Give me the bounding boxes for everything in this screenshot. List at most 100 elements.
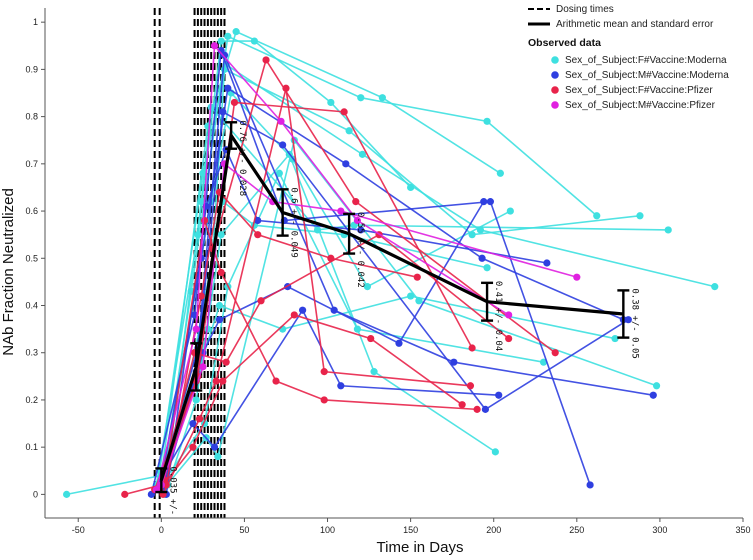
data-point-sex-of-subject-m-vaccine-pfizer [353,216,362,225]
data-point-sex-of-subject-f-vaccine-moderna [483,117,491,125]
x-tick-label: 300 [652,525,667,535]
data-point-sex-of-subject-f-vaccine-moderna [250,37,258,45]
data-point-sex-of-subject-f-vaccine-pfizer [468,344,476,352]
y-tick-label: 0.8 [25,112,38,122]
x-tick-label: 0 [159,525,164,535]
data-point-sex-of-subject-f-vaccine-pfizer [219,377,227,385]
data-point-sex-of-subject-m-vaccine-moderna [543,259,551,267]
data-point-sex-of-subject-m-vaccine-pfizer [505,311,513,319]
data-point-sex-of-subject-m-vaccine-moderna [649,391,657,399]
y-axis-title: NAb Fraction Neutralized [0,188,17,356]
data-point-sex-of-subject-m-vaccine-moderna [254,216,262,225]
data-point-sex-of-subject-f-vaccine-moderna [636,212,644,220]
data-point-sex-of-subject-f-vaccine-pfizer [189,443,197,451]
data-point-sex-of-subject-f-vaccine-pfizer [327,254,335,262]
data-point-sex-of-subject-f-vaccine-moderna [199,169,207,177]
data-point-sex-of-subject-f-vaccine-moderna [370,368,378,376]
legend-label-m-moderna: Sex_of_Subject:M#Vaccine:Moderna [565,70,729,81]
x-tick-label: -50 [72,525,85,535]
y-tick-label: 0.9 [25,64,38,74]
y-tick-label: 0 [33,489,38,499]
data-point-sex-of-subject-f-vaccine-moderna [358,150,367,158]
data-point-sex-of-subject-m-vaccine-moderna [279,141,287,149]
data-point-sex-of-subject-f-vaccine-pfizer [212,377,220,385]
data-point-sex-of-subject-m-vaccine-moderna [210,443,219,451]
data-point-sex-of-subject-m-vaccine-pfizer [337,207,345,215]
data-point-sex-of-subject-f-vaccine-moderna [652,382,661,390]
data-point-sex-of-subject-f-vaccine-moderna [214,453,222,461]
data-point-sex-of-subject-m-vaccine-pfizer [573,273,581,281]
data-point-sex-of-subject-f-vaccine-pfizer [257,297,265,305]
legend-label-f-moderna: Sex_of_Subject:F#Vaccine:Moderna [565,55,727,66]
data-point-sex-of-subject-f-vaccine-pfizer [551,349,559,357]
series-line-sex-of-subject-f-vaccine-pfizer [159,314,463,491]
data-point-sex-of-subject-m-vaccine-moderna [395,339,403,347]
data-point-sex-of-subject-f-vaccine-moderna [539,358,548,366]
error-bar-label: 0.38 +/- 0.05 [629,288,639,358]
data-point-sex-of-subject-f-vaccine-moderna [232,28,240,36]
legend-dosing-label: Dosing times [556,4,614,15]
data-point-sex-of-subject-f-vaccine-pfizer [367,334,375,343]
data-point-sex-of-subject-m-vaccine-moderna [189,419,197,428]
y-tick-label: 0.7 [25,159,38,169]
legend-label-m-pfizer: Sex_of_Subject:M#Vaccine:Pfizer [565,100,716,111]
data-point-sex-of-subject-m-vaccine-pfizer [192,325,200,333]
x-tick-label: 50 [239,525,249,535]
y-tick-label: 0.5 [25,253,38,263]
data-point-sex-of-subject-f-vaccine-moderna [363,283,372,291]
legend-swatch-f-pfizer [551,86,559,94]
series-line-sex-of-subject-f-vaccine-pfizer [162,88,471,495]
data-point-sex-of-subject-m-vaccine-moderna [219,108,227,116]
data-point-sex-of-subject-f-vaccine-moderna [415,297,423,305]
data-point-sex-of-subject-f-vaccine-moderna [275,169,283,177]
series-line-sex-of-subject-m-vaccine-moderna [157,54,654,490]
x-tick-label: 150 [403,525,418,535]
legend-swatch-m-moderna [551,71,559,79]
data-point-sex-of-subject-m-vaccine-moderna [586,481,594,489]
data-point-sex-of-subject-f-vaccine-pfizer [162,481,170,489]
data-point-sex-of-subject-f-vaccine-moderna [378,94,386,102]
data-point-sex-of-subject-m-vaccine-moderna [478,254,486,262]
data-point-sex-of-subject-m-vaccine-moderna [298,306,307,314]
data-point-sex-of-subject-f-vaccine-moderna [353,325,362,333]
y-tick-label: 0.2 [25,395,38,405]
data-point-sex-of-subject-f-vaccine-moderna [407,292,415,300]
data-point-sex-of-subject-f-vaccine-pfizer [413,273,421,281]
data-point-sex-of-subject-f-vaccine-pfizer [200,216,209,225]
y-tick-label: 0.1 [25,442,38,452]
legend-mean-label: Arithmetic mean and standard error [556,19,714,30]
observed-series [63,28,719,498]
data-point-sex-of-subject-f-vaccine-pfizer [272,377,280,385]
data-point-sex-of-subject-f-vaccine-moderna [506,207,514,215]
data-point-sex-of-subject-f-vaccine-moderna [496,169,504,177]
data-point-sex-of-subject-f-vaccine-pfizer [262,56,270,64]
data-point-sex-of-subject-f-vaccine-moderna [593,212,601,220]
data-point-sex-of-subject-f-vaccine-moderna [63,490,71,498]
data-point-sex-of-subject-f-vaccine-moderna [215,301,224,310]
data-point-sex-of-subject-f-vaccine-moderna [224,32,232,40]
data-point-sex-of-subject-m-vaccine-moderna [481,405,490,413]
data-point-sex-of-subject-m-vaccine-moderna [337,382,345,390]
data-point-sex-of-subject-f-vaccine-pfizer [282,84,290,92]
data-point-sex-of-subject-f-vaccine-moderna [711,283,719,291]
data-point-sex-of-subject-f-vaccine-moderna [345,127,353,135]
series-line-sex-of-subject-f-vaccine-pfizer [160,233,510,486]
data-point-sex-of-subject-m-vaccine-moderna [486,198,494,206]
error-bar-label: 0.035 +/- [167,466,177,515]
error-bar-label: 0.41 +/- 0.04 [493,281,503,351]
data-point-sex-of-subject-f-vaccine-pfizer [254,231,262,239]
data-point-sex-of-subject-f-vaccine-pfizer [230,98,239,107]
data-point-sex-of-subject-f-vaccine-moderna [476,226,485,234]
legend-observed-title: Observed data [528,37,601,49]
data-point-sex-of-subject-f-vaccine-moderna [192,396,200,404]
data-point-sex-of-subject-f-vaccine-moderna [217,37,225,45]
series-line-sex-of-subject-f-vaccine-moderna [167,152,496,486]
data-point-sex-of-subject-f-vaccine-pfizer [222,358,230,366]
data-point-sex-of-subject-f-vaccine-pfizer [121,490,129,498]
data-point-sex-of-subject-f-vaccine-moderna [483,264,491,272]
data-point-sex-of-subject-f-vaccine-pfizer [458,401,466,409]
mean-series: 0.035 +/- 0.76 +/- 0.028 0.6 +/- 0.049 0.55… [155,120,639,515]
y-tick-label: 0.3 [25,348,38,358]
x-tick-label: 100 [320,525,335,535]
